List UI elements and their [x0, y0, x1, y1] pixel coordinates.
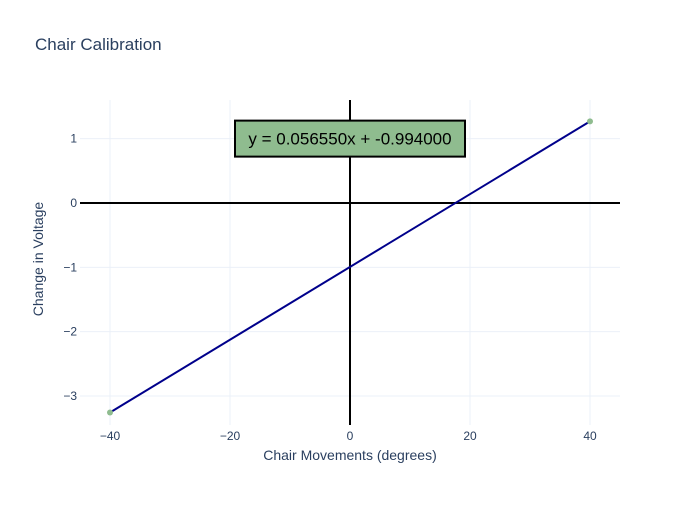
x-tick-label: 0 — [347, 429, 354, 443]
chart-title: Chair Calibration — [35, 35, 162, 54]
y-axis-label: Change in Voltage — [30, 202, 46, 317]
tick-labels: −40 −20 0 20 40 −3 −2 −1 0 1 — [63, 132, 597, 443]
y-tick-label: −3 — [63, 389, 77, 403]
equation-text: y = 0.056550x + -0.994000 — [248, 130, 451, 149]
data-point — [107, 409, 113, 416]
annotation: y = 0.056550x + -0.994000 — [234, 119, 466, 158]
y-tick-label: −2 — [63, 325, 77, 339]
equation-box — [234, 119, 466, 158]
fit-line — [109, 120, 591, 414]
y-tick-label: 0 — [70, 196, 77, 210]
data-point — [587, 118, 593, 125]
x-tick-label: 40 — [583, 429, 597, 443]
x-tick-label: −20 — [220, 429, 241, 443]
x-tick-label: 20 — [463, 429, 477, 443]
x-tick-label: −40 — [100, 429, 121, 443]
y-tick-label: −1 — [63, 260, 77, 274]
x-axis-label: Chair Movements (degrees) — [263, 447, 437, 463]
y-tick-label: 1 — [70, 132, 77, 146]
plot-series — [107, 118, 593, 416]
